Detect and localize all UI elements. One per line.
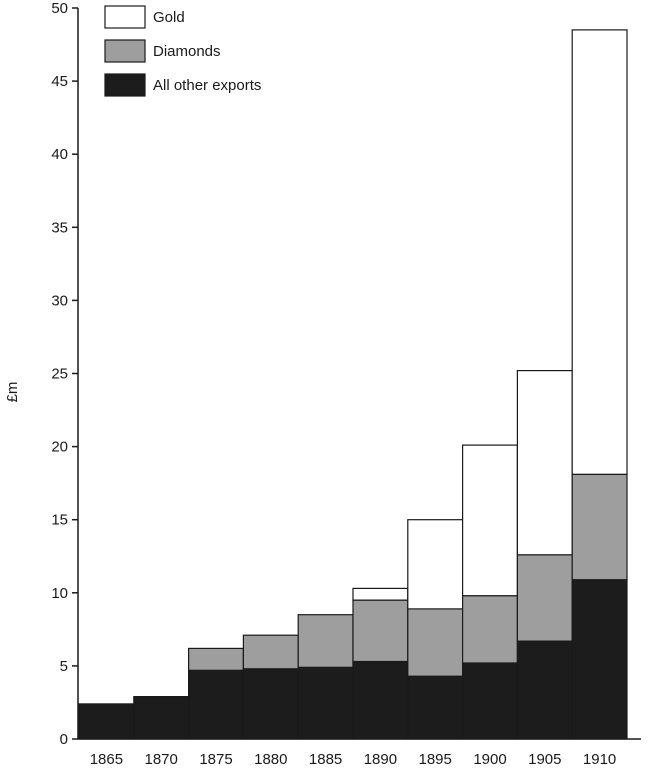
- legend-swatch-all-other-exports: [104, 73, 146, 97]
- bar-segment-1880-all-other-exports: [242, 668, 299, 740]
- legend-swatch-gold: [104, 5, 146, 29]
- y-tick-label-40: 40: [51, 146, 68, 163]
- x-tick-label-1900: 1900: [473, 751, 506, 768]
- bar-segment-1870-all-other-exports: [133, 695, 190, 740]
- bar-segment-1910-diamonds: [571, 473, 628, 581]
- y-tick-label-15: 15: [51, 512, 68, 529]
- bar-segment-1895-diamonds: [407, 608, 464, 677]
- bar-segment-1880-diamonds: [242, 634, 299, 670]
- x-ticks-group: 1865 1870 1875 1880 1885 1890 1895 1900 1905 1910: [90, 751, 617, 768]
- x-tick-label-1865: 1865: [90, 751, 123, 768]
- bar-segment-1875-all-other-exports: [188, 669, 245, 740]
- x-tick-label-1890: 1890: [364, 751, 397, 768]
- bar-segment-1900-gold: [462, 444, 519, 597]
- bar-segment-1900-all-other-exports: [462, 662, 519, 740]
- legend-label-diamonds: Diamonds: [153, 43, 221, 60]
- x-tick-label-1880: 1880: [254, 751, 287, 768]
- bar-segment-1895-all-other-exports: [407, 675, 464, 740]
- x-tick-label-1870: 1870: [145, 751, 178, 768]
- bar-segment-1905-gold: [516, 370, 573, 556]
- bar-segment-1910-all-other-exports: [571, 578, 628, 740]
- bar-segment-1890-diamonds: [352, 599, 409, 663]
- bar-segment-1875-diamonds: [188, 647, 245, 671]
- y-tick-label-30: 30: [51, 292, 68, 309]
- x-tick-label-1875: 1875: [199, 751, 232, 768]
- y-tick-label-5: 5: [60, 658, 68, 675]
- bar-segment-1890-all-other-exports: [352, 660, 409, 740]
- y-tick-label-25: 25: [51, 366, 68, 383]
- legend-swatch-diamonds: [104, 39, 146, 63]
- y-axis-label: £m: [4, 382, 21, 403]
- bar-segment-1895-gold: [407, 519, 464, 610]
- x-tick-label-1885: 1885: [309, 751, 342, 768]
- legend-label-all-other-exports: All other exports: [153, 77, 261, 94]
- bar-segment-1885-all-other-exports: [297, 666, 354, 740]
- y-tick-label-45: 45: [51, 73, 68, 90]
- y-tick-label-20: 20: [51, 439, 68, 456]
- legend-label-gold: Gold: [153, 9, 185, 26]
- bar-segment-1890-gold: [352, 587, 409, 601]
- x-tick-label-1905: 1905: [528, 751, 561, 768]
- bar-segment-1905-diamonds: [516, 554, 573, 642]
- x-tick-label-1910: 1910: [583, 751, 616, 768]
- legend: Gold Diamonds All other exports: [104, 5, 261, 97]
- bar-segment-1885-diamonds: [297, 614, 354, 668]
- x-tick-label-1895: 1895: [419, 751, 452, 768]
- y-tick-label-35: 35: [51, 219, 68, 236]
- bars-group: [78, 29, 628, 740]
- bar-segment-1865-all-other-exports: [78, 703, 135, 740]
- y-tick-label-50: 50: [51, 0, 68, 17]
- y-ticks-group: 0 5 10 15 20 25 30 35 40 45 50: [51, 0, 78, 748]
- bar-segment-1900-diamonds: [462, 595, 519, 664]
- y-tick-label-0: 0: [60, 731, 68, 748]
- bar-segment-1905-all-other-exports: [516, 640, 573, 740]
- bar-segment-1910-gold: [571, 29, 628, 475]
- y-tick-label-10: 10: [51, 585, 68, 602]
